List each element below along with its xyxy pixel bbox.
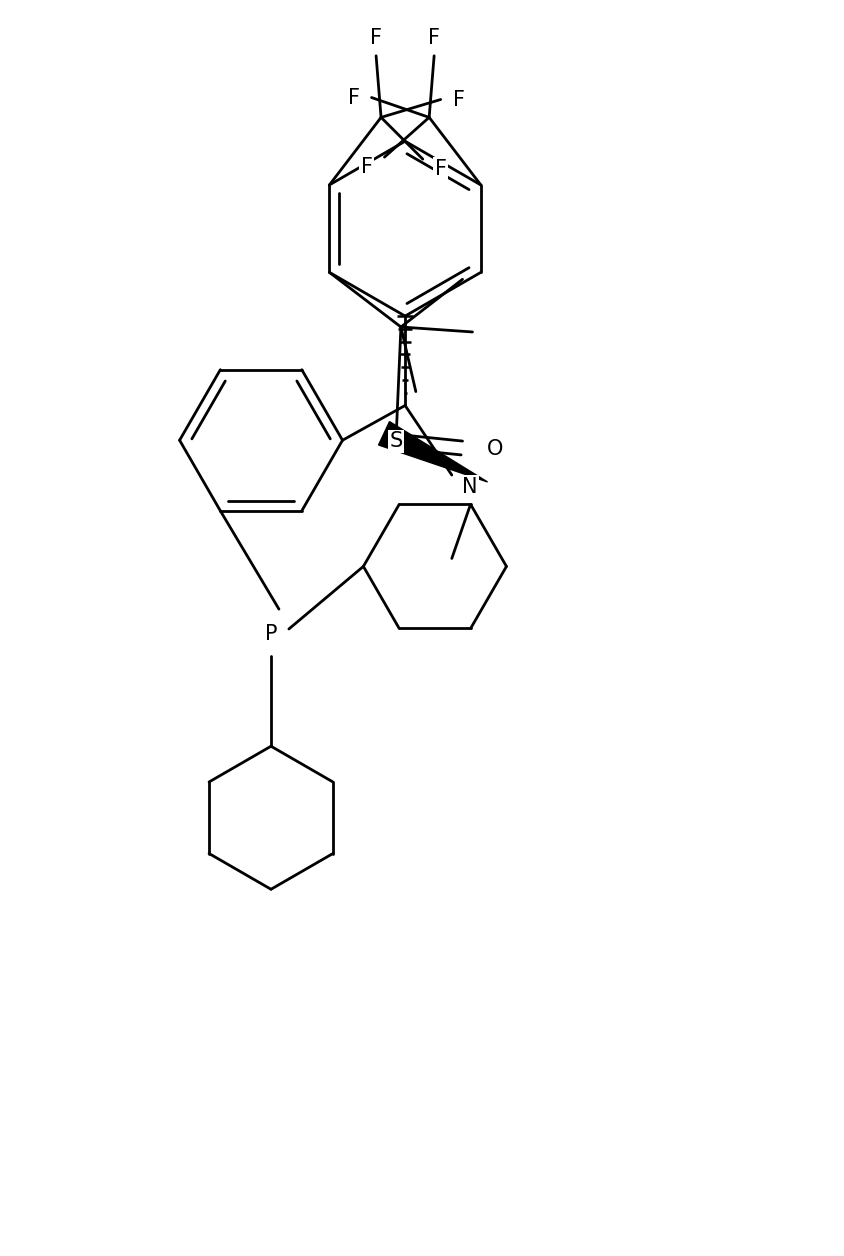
Text: O: O [487,440,504,460]
Text: F: F [435,160,446,180]
Text: F: F [428,28,440,48]
Text: F: F [360,157,372,177]
Text: F: F [348,88,360,108]
Polygon shape [379,422,488,482]
Text: F: F [452,89,464,109]
Text: N: N [462,477,478,497]
Text: S: S [389,431,403,451]
Text: F: F [370,28,382,48]
Text: P: P [265,624,277,644]
